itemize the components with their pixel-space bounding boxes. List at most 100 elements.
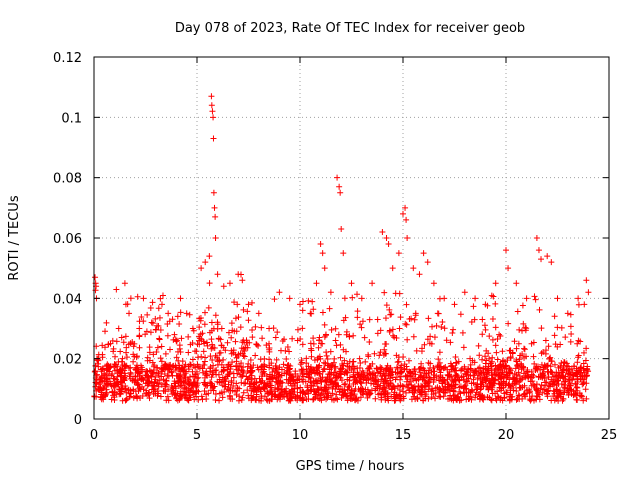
data-point (332, 382, 339, 389)
data-point (284, 343, 291, 350)
data-point (383, 341, 390, 348)
data-point (498, 382, 505, 389)
data-point (156, 314, 163, 321)
data-point (303, 396, 310, 403)
data-point (152, 315, 159, 322)
data-point (139, 366, 146, 373)
data-point (383, 302, 390, 309)
data-point (218, 342, 225, 349)
data-point (385, 241, 392, 248)
data-point (371, 370, 378, 377)
data-point (573, 384, 580, 391)
data-point (356, 355, 363, 362)
data-point (557, 364, 564, 371)
data-point (530, 381, 537, 388)
data-point (216, 379, 223, 386)
data-point (528, 396, 535, 403)
data-point (318, 379, 325, 386)
data-point (494, 366, 501, 373)
data-point (354, 291, 361, 298)
data-point (140, 386, 147, 393)
data-point (388, 371, 395, 378)
data-point (349, 294, 356, 301)
data-point (244, 387, 251, 394)
data-point (157, 295, 164, 302)
data-point (352, 397, 359, 404)
data-point (452, 354, 459, 361)
data-point (583, 277, 590, 284)
data-point (271, 296, 278, 303)
data-point (521, 346, 528, 353)
data-point (134, 293, 141, 300)
data-point (421, 367, 428, 374)
data-point (553, 376, 560, 383)
data-point (350, 381, 357, 388)
data-point (303, 371, 310, 378)
data-point (111, 394, 118, 401)
data-point (359, 318, 366, 325)
data-point (280, 361, 287, 368)
data-point (260, 366, 267, 373)
data-point (147, 329, 154, 336)
data-point (307, 340, 314, 347)
data-point (431, 334, 438, 341)
data-point (185, 366, 192, 373)
y-tick-label: 0.04 (53, 292, 82, 307)
data-point (281, 336, 288, 343)
data-point (126, 310, 133, 317)
data-point (156, 377, 163, 384)
data-point (356, 364, 363, 371)
data-point (139, 375, 146, 382)
data-point (248, 380, 255, 387)
data-point (328, 379, 335, 386)
data-point (348, 367, 355, 374)
data-point (583, 395, 590, 402)
data-point (575, 301, 582, 308)
data-point (535, 247, 542, 254)
data-point (426, 382, 433, 389)
data-point (121, 370, 128, 377)
data-point (475, 342, 482, 349)
data-point (422, 395, 429, 402)
data-point (305, 374, 312, 381)
data-point (294, 326, 301, 333)
data-point (412, 310, 419, 317)
data-point (199, 369, 206, 376)
data-point (308, 353, 315, 360)
data-point (177, 295, 184, 302)
data-point (149, 382, 156, 389)
data-point (519, 327, 526, 334)
data-point (441, 325, 448, 332)
data-point (445, 381, 452, 388)
data-point (198, 265, 205, 272)
data-point (231, 299, 238, 306)
data-point (360, 391, 367, 398)
data-point (435, 356, 442, 363)
data-point (92, 287, 99, 294)
data-point (550, 387, 557, 394)
data-point (558, 393, 565, 400)
data-point (474, 381, 481, 388)
data-point (262, 381, 269, 388)
data-point (200, 362, 207, 369)
data-point (335, 373, 342, 380)
data-point (565, 376, 572, 383)
data-point (580, 349, 587, 356)
data-point (461, 365, 468, 372)
data-point (307, 386, 314, 393)
data-point (582, 386, 589, 393)
data-point (307, 378, 314, 385)
data-point (489, 354, 496, 361)
data-point (538, 382, 545, 389)
data-point (304, 382, 311, 389)
data-point (205, 304, 212, 311)
data-point (181, 372, 188, 379)
data-point (126, 373, 133, 380)
data-point (461, 289, 468, 296)
data-point (319, 309, 326, 316)
data-point (272, 384, 279, 391)
data-point (315, 389, 322, 396)
data-point (525, 373, 532, 380)
data-point (185, 397, 192, 404)
data-point (569, 369, 576, 376)
